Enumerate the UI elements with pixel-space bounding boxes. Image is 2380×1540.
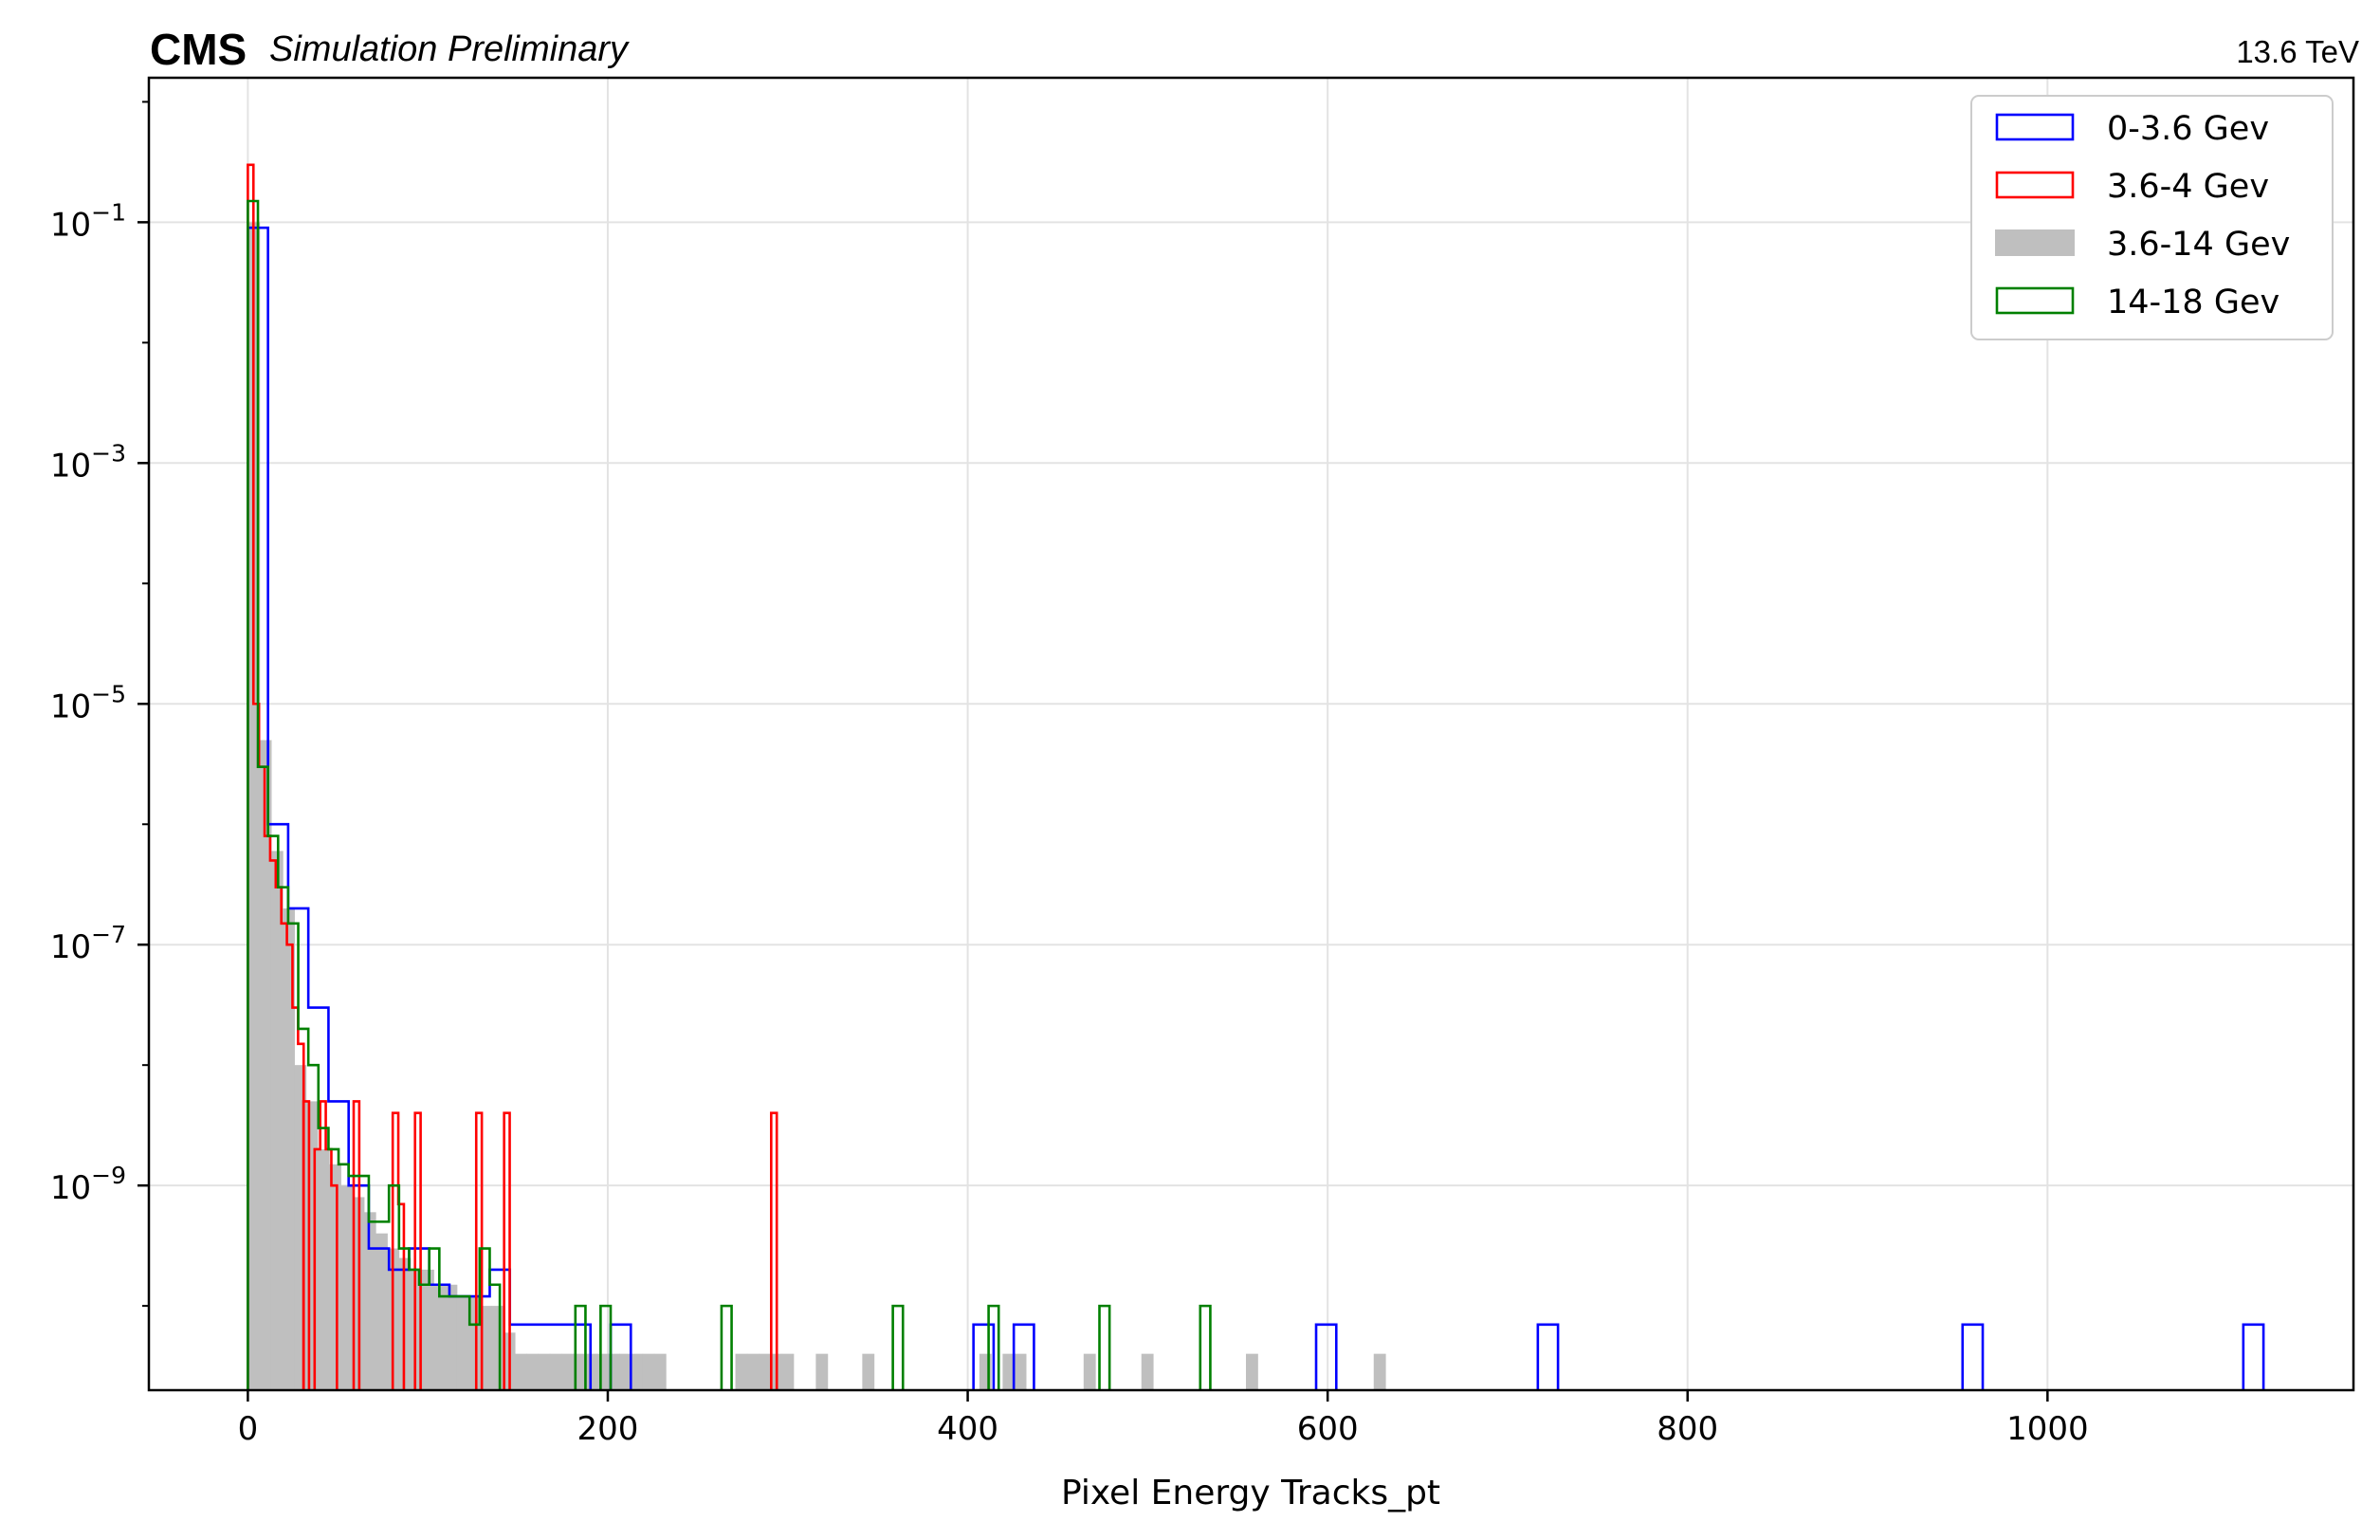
legend-swatch <box>1995 113 2075 141</box>
histogram-bar-gray <box>433 1284 447 1390</box>
histogram-bar-gray <box>363 1212 376 1390</box>
histogram-bar-gray <box>746 1353 760 1390</box>
histogram-bar-gray <box>329 1164 341 1390</box>
y-tick-label: 10−1 <box>50 198 126 244</box>
histogram-series <box>247 163 2265 1390</box>
legend-swatch <box>1995 229 2075 256</box>
x-tick-label: 800 <box>1657 1410 1718 1448</box>
histogram-bar-gray <box>1245 1353 1258 1390</box>
histogram-bar-gray <box>340 1185 354 1390</box>
x-axis-label: Pixel Energy Tracks_pt <box>1061 1474 1440 1512</box>
histogram-bar-gray <box>631 1353 644 1390</box>
histogram-bar-gray <box>467 1296 481 1390</box>
y-tick-label: 10−7 <box>50 921 126 966</box>
histogram-bar-gray <box>1373 1353 1386 1390</box>
histogram-bar-gray <box>514 1353 527 1390</box>
histogram-bar-gray <box>653 1353 667 1390</box>
histogram-bar-gray <box>735 1353 748 1390</box>
histogram-bar-gray <box>1083 1353 1096 1390</box>
histogram-bar-gray <box>317 1148 330 1390</box>
legend-items: 0-3.6 Gev 3.6-4 Gev 3.6-14 Gev 14-18 Gev <box>1995 110 2290 321</box>
legend-swatch <box>1995 286 2075 315</box>
histogram-bar-gray <box>538 1353 551 1390</box>
histogram-bar-gray <box>549 1353 562 1390</box>
legend-label: 3.6-14 Gev <box>2107 226 2290 264</box>
histogram-bar-gray <box>283 908 295 1390</box>
histogram-bar-gray <box>259 740 272 1390</box>
histogram-bar-gray <box>781 1353 795 1390</box>
histogram-bar-gray <box>375 1233 388 1390</box>
legend-label: 0-3.6 Gev <box>2107 110 2269 148</box>
y-tick-label: 10−5 <box>50 680 126 725</box>
histogram-series-14-18-gev <box>247 199 1212 1390</box>
cms-label: CMS <box>150 25 247 74</box>
histogram-bar-gray <box>445 1284 458 1390</box>
x-tick-label: 400 <box>937 1410 998 1448</box>
legend-label: 14-18 Gev <box>2107 284 2279 321</box>
histogram-bar-gray <box>642 1353 655 1390</box>
x-tick-label: 1000 <box>2006 1410 2089 1448</box>
histogram-bar-gray <box>560 1353 574 1390</box>
histogram-bar-gray <box>480 1306 493 1390</box>
histogram-series-3-6-4-gev <box>247 163 778 1390</box>
histogram-bar-gray <box>862 1353 875 1390</box>
histogram-bar-gray <box>526 1353 540 1390</box>
y-tick-label: 10−3 <box>50 439 126 485</box>
legend: 0-3.6 Gev 3.6-4 Gev 3.6-14 Gev 14-18 Gev <box>1970 95 2334 340</box>
histogram-bar-gray <box>422 1269 434 1390</box>
histogram-series-0-3-6-gev <box>247 226 2265 1390</box>
x-tick-label: 200 <box>577 1410 639 1448</box>
histogram-bar-gray <box>270 851 284 1390</box>
y-tick-label: 10−9 <box>50 1162 126 1207</box>
x-tick-label: 600 <box>1297 1410 1359 1448</box>
simulation-preliminary-label: Simulation Preliminary <box>269 29 630 69</box>
energy-label: 13.6 TeV <box>2236 34 2359 69</box>
histogram-bar-gray <box>1002 1353 1016 1390</box>
histogram-bar-gray <box>1014 1353 1027 1390</box>
legend-swatch <box>1995 171 2075 199</box>
legend-frame <box>1970 95 2334 340</box>
histogram-bar-gray <box>595 1353 609 1390</box>
x-tick-label: 0 <box>238 1410 259 1448</box>
histogram-bar-gray <box>619 1353 632 1390</box>
axes: 0 200 400 600 800 1000 10−1 10−3 10−5 10−7 10−9 <box>50 76 2355 1448</box>
plot-frame <box>147 76 2355 1392</box>
histogram-bar-gray <box>1141 1353 1154 1390</box>
histogram-bar-gray <box>815 1353 829 1390</box>
histogram-bar-gray <box>456 1296 469 1390</box>
legend-label: 3.6-4 Gev <box>2107 168 2269 206</box>
histogram-bar-gray <box>759 1353 771 1390</box>
